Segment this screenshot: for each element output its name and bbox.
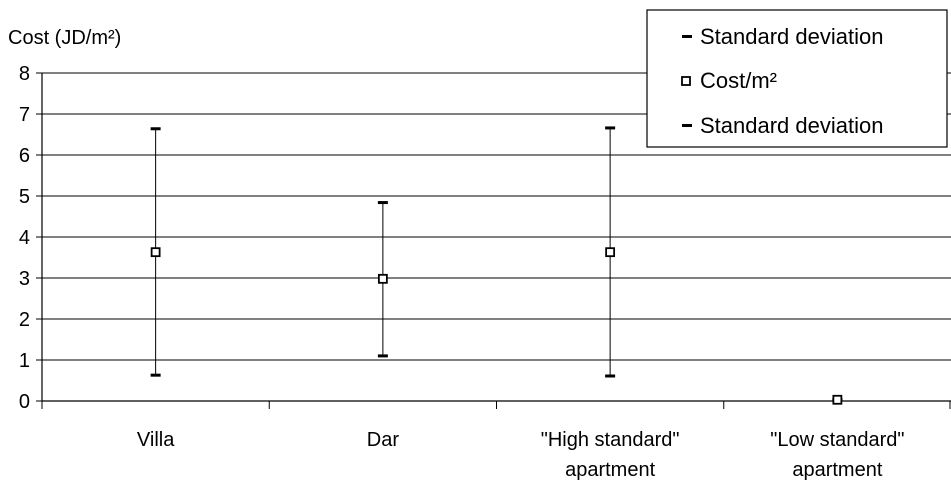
x-category-label: Dar bbox=[367, 429, 400, 451]
y-tick-label: 5 bbox=[19, 186, 30, 208]
y-tick-label: 6 bbox=[19, 145, 30, 167]
y-tick-label: 1 bbox=[19, 350, 30, 372]
legend-entry-1: Standard deviation bbox=[700, 24, 883, 49]
y-tick-label: 2 bbox=[19, 309, 30, 331]
legend-entry-3: Standard deviation bbox=[700, 113, 883, 138]
legend: Standard deviation Cost/m² Standard devi… bbox=[646, 9, 948, 148]
error-cap-high bbox=[150, 127, 161, 131]
y-tick-label: 3 bbox=[19, 268, 30, 290]
y-tick-label: 7 bbox=[19, 104, 30, 126]
cost-point-marker bbox=[150, 247, 161, 258]
x-category-labels: Villa Dar "High standard" apartment "Low sta… bbox=[137, 429, 905, 481]
y-tick-label: 0 bbox=[19, 391, 30, 413]
data-marks bbox=[150, 126, 843, 405]
x-category-label: "High standard" apartment bbox=[541, 429, 680, 481]
x-category-label: "Low standard" apartment bbox=[770, 429, 904, 481]
y-axis-title: Cost (JD/m²) bbox=[8, 27, 121, 49]
legend-dash-icon-2 bbox=[682, 124, 692, 127]
axes bbox=[36, 72, 951, 409]
error-cap-low bbox=[605, 374, 616, 378]
y-tick-labels: 0 1 2 3 4 5 6 7 8 bbox=[19, 63, 30, 413]
y-tick-label: 8 bbox=[19, 63, 30, 85]
legend-entry-2: Cost/m² bbox=[700, 68, 777, 93]
legend-dash-icon-1 bbox=[682, 35, 692, 38]
error-cap-low bbox=[150, 373, 161, 377]
error-cap-high bbox=[377, 201, 388, 205]
cost-point-marker bbox=[605, 247, 616, 258]
gridlines bbox=[42, 72, 951, 361]
legend-box bbox=[646, 9, 948, 148]
error-cap-low bbox=[377, 354, 388, 358]
y-tick-label: 4 bbox=[19, 227, 30, 249]
legend-square-marker-icon bbox=[681, 76, 691, 86]
error-cap-high bbox=[605, 126, 616, 130]
cost-point-marker bbox=[832, 394, 843, 405]
cost-point-marker bbox=[377, 273, 388, 284]
x-category-label: Villa bbox=[137, 429, 175, 451]
